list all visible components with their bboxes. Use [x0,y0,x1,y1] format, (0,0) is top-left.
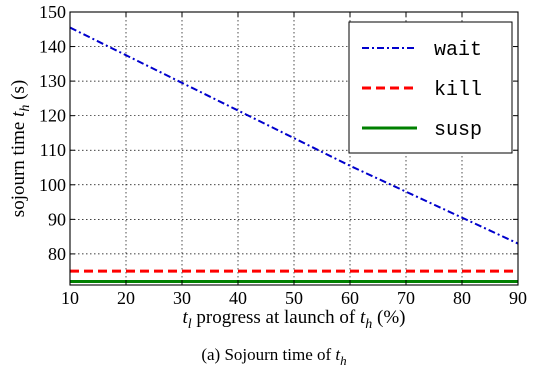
x-tick-label: 70 [397,288,415,308]
legend-label-susp: susp [434,119,482,142]
figure-caption: (a) Sojourn time of th [201,345,346,368]
x-tick-label: 30 [173,288,191,308]
x-axis-label: tl progress at launch of th (%) [183,307,406,332]
legend-label-kill: kill [434,79,482,102]
x-tick-label: 80 [453,288,471,308]
x-tick-label: 40 [229,288,247,308]
y-tick-label: 110 [40,140,66,160]
x-tick-label: 20 [117,288,135,308]
legend-box [348,21,513,154]
legend-label-wait: wait [434,39,482,62]
legend: wait kill susp [348,21,513,154]
y-axis-label: sojourn time th (s) [8,80,33,217]
x-tick-label: 10 [61,288,79,308]
y-axis-ticks: 80 90 100 110 120 130 140 150 [39,2,518,264]
y-tick-label: 100 [39,175,66,195]
x-tick-label: 90 [509,288,527,308]
y-tick-label: 120 [39,106,66,126]
y-tick-label: 90 [48,209,66,229]
series-line-wait [69,26,519,245]
x-tick-label: 60 [341,288,359,308]
y-tick-label: 140 [39,37,66,57]
y-tick-label: 130 [39,71,66,91]
y-tick-label: 80 [48,244,66,264]
y-tick-label: 150 [39,2,66,22]
x-tick-label: 50 [285,288,303,308]
x-axis-ticks: 10 20 30 40 50 60 70 80 90 [61,12,527,308]
